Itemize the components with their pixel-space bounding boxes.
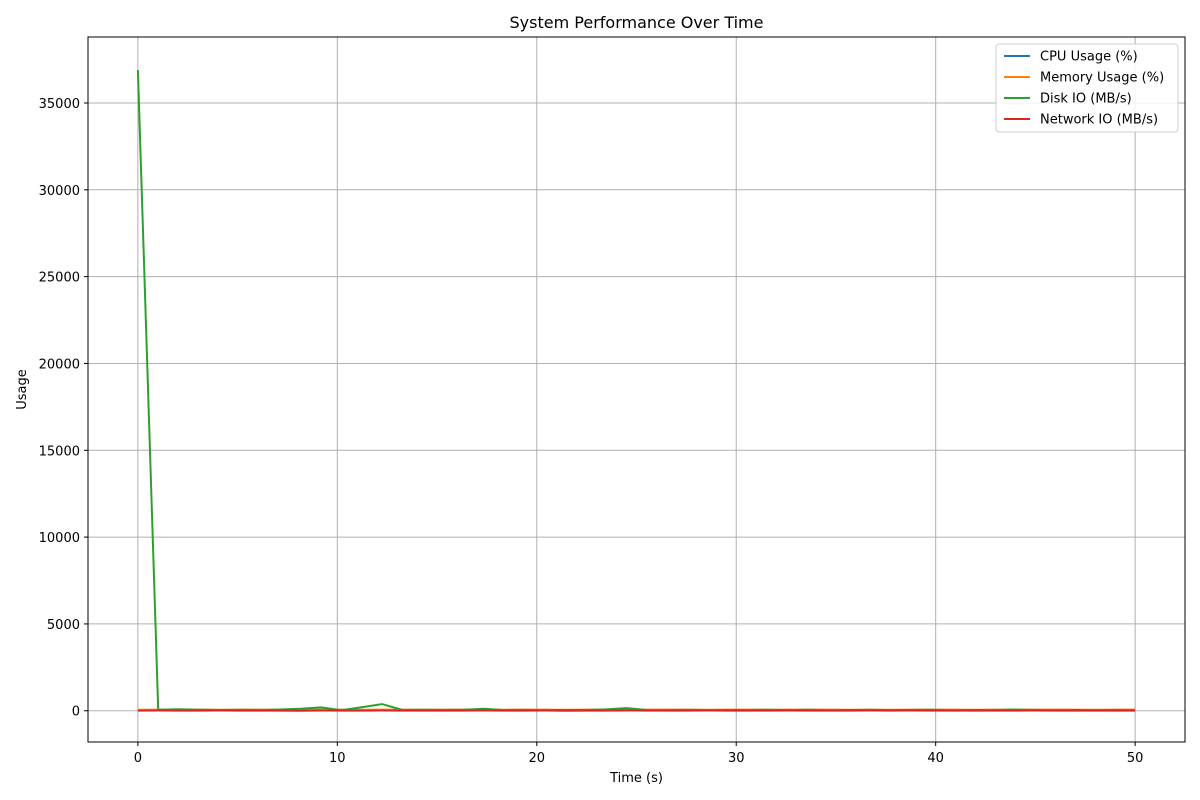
x-tick-label: 10 bbox=[329, 751, 346, 766]
y-tick-label: 35000 bbox=[39, 97, 80, 112]
series-lines bbox=[136, 69, 1136, 712]
y-tick-label: 5000 bbox=[47, 618, 80, 633]
x-axis-label: Time (s) bbox=[609, 771, 663, 786]
legend-label: Network IO (MB/s) bbox=[1040, 113, 1158, 128]
y-tick-label: 25000 bbox=[39, 271, 80, 286]
x-tick-label: 30 bbox=[728, 751, 745, 766]
x-tick-label: 50 bbox=[1127, 751, 1144, 766]
x-tick-label: 0 bbox=[134, 751, 142, 766]
legend: CPU Usage (%) Memory Usage (%) Disk IO (MB… bbox=[995, 43, 1179, 133]
x-tick-label: 20 bbox=[528, 751, 545, 766]
legend-box bbox=[995, 43, 1179, 133]
x-tick-label: 40 bbox=[927, 751, 944, 766]
y-axis-label: Usage bbox=[15, 369, 30, 410]
y-tick-label: 30000 bbox=[39, 184, 80, 199]
legend-label: CPU Usage (%) bbox=[1040, 50, 1138, 65]
axis-ticks: 0 10 20 30 40 50 0 5000 10000 15000 20000 25000 3000… bbox=[39, 97, 1144, 766]
chart-title: System Performance Over Time bbox=[510, 13, 764, 32]
y-tick-label: 15000 bbox=[39, 444, 80, 459]
y-tick-label: 10000 bbox=[39, 531, 80, 546]
y-tick-label: 20000 bbox=[39, 357, 80, 372]
grid-lines bbox=[88, 37, 1185, 742]
plot-area-frame bbox=[87, 36, 1186, 743]
legend-label: Memory Usage (%) bbox=[1040, 71, 1164, 86]
y-tick-label: 0 bbox=[72, 705, 80, 720]
legend-label: Disk IO (MB/s) bbox=[1040, 92, 1132, 107]
